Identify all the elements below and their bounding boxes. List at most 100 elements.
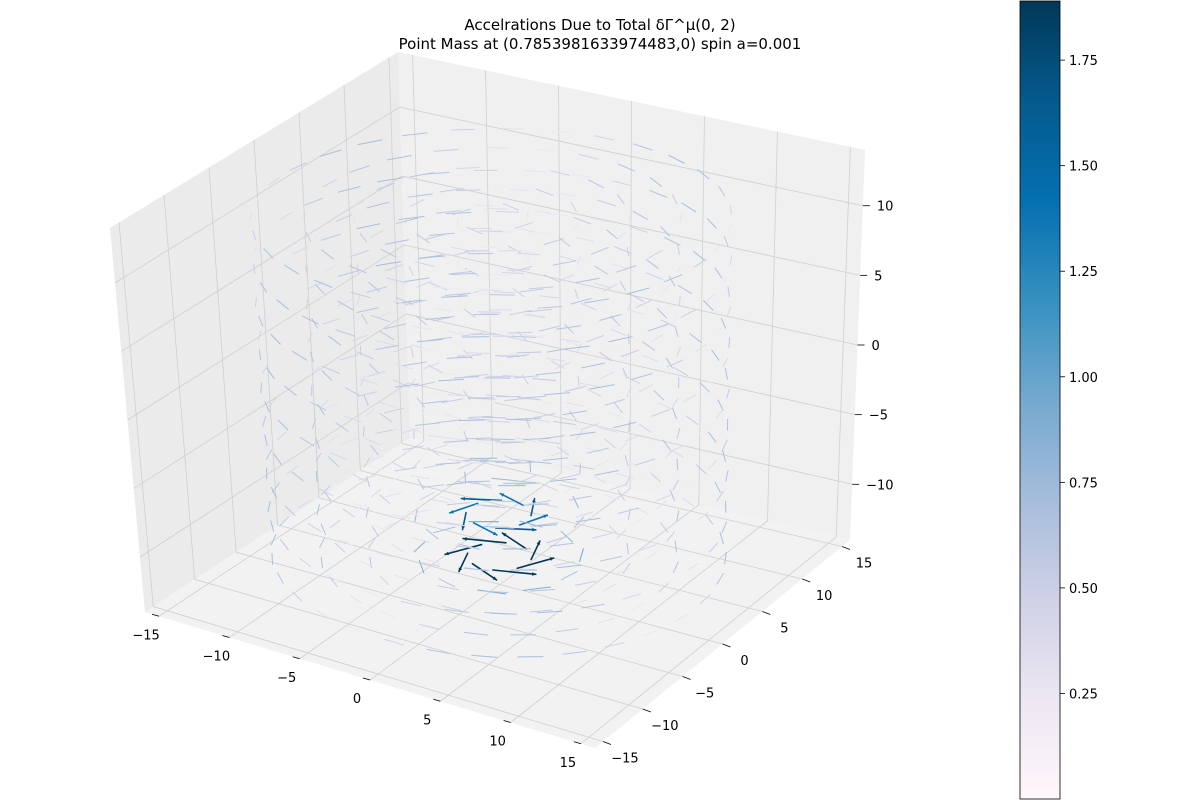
field-arrow <box>545 357 566 362</box>
field-arrow <box>471 562 498 581</box>
field-arrow <box>722 357 729 368</box>
field-arrow <box>674 540 678 553</box>
field-arrow <box>263 248 274 259</box>
field-arrow <box>553 421 576 426</box>
gridline-left-z <box>114 106 400 284</box>
tick-mark <box>362 677 371 681</box>
field-arrow <box>467 417 491 421</box>
field-arrow <box>536 148 556 152</box>
field-arrow <box>349 165 371 173</box>
field-arrow <box>346 625 362 633</box>
field-arrow <box>439 188 464 193</box>
field-arrow <box>642 341 656 351</box>
field-arrow <box>678 295 681 306</box>
field-arrow <box>423 463 445 469</box>
field-arrow <box>716 408 724 419</box>
field-arrow <box>668 275 676 287</box>
field-arrow <box>418 561 441 567</box>
field-arrow <box>262 228 271 236</box>
field-arrow <box>660 522 669 533</box>
field-arrow <box>517 397 541 401</box>
field-arrow <box>277 572 284 584</box>
field-arrow <box>339 383 352 391</box>
field-arrow <box>378 401 397 408</box>
field-arrow <box>441 605 462 612</box>
field-arrow <box>468 415 493 419</box>
field-arrow-head <box>461 496 465 501</box>
field-arrow <box>423 171 450 175</box>
field-arrow <box>571 173 591 178</box>
field-arrow-head <box>458 567 463 572</box>
gridline-left-z <box>139 382 409 558</box>
field-arrow <box>533 413 556 419</box>
field-arrow <box>316 504 320 516</box>
field-arrow <box>556 192 576 197</box>
field-arrow <box>635 458 655 466</box>
field-arrow <box>522 586 551 591</box>
field-arrow <box>417 410 428 418</box>
field-arrow <box>324 402 341 409</box>
field-arrow <box>503 397 528 402</box>
field-arrow <box>564 385 587 392</box>
field-arrow <box>538 325 560 332</box>
field-arrow <box>697 169 710 180</box>
field-arrow <box>573 516 585 528</box>
field-arrow <box>365 506 369 518</box>
field-arrow <box>597 199 616 207</box>
chart-title-line1: Accelrations Due to Total δΓ^μ(0, 2) <box>464 16 735 34</box>
field-arrow <box>375 344 399 351</box>
field-arrow <box>441 295 468 298</box>
field-arrow <box>342 508 356 518</box>
field-arrow <box>676 265 682 274</box>
z-tick-label: 0 <box>872 339 880 354</box>
field-arrow <box>415 422 440 426</box>
field-arrow <box>384 492 403 498</box>
field-arrow <box>664 237 681 246</box>
field-arrow <box>455 545 480 550</box>
field-arrow <box>395 217 418 225</box>
field-arrow <box>585 335 604 343</box>
field-arrow <box>328 349 339 356</box>
field-arrow <box>672 407 677 420</box>
field-arrow <box>376 311 392 319</box>
field-arrow <box>394 364 413 370</box>
field-arrow <box>471 292 491 295</box>
field-arrow <box>727 224 732 234</box>
field-arrow <box>486 273 507 276</box>
field-arrow <box>528 286 554 290</box>
field-arrow <box>614 319 624 328</box>
field-arrow <box>458 420 471 428</box>
field-arrow <box>384 264 404 272</box>
field-arrow <box>559 473 581 480</box>
field-arrow-head <box>532 527 536 532</box>
field-arrow <box>550 449 568 457</box>
field-arrow <box>289 162 307 171</box>
field-arrow <box>480 246 501 249</box>
field-arrow <box>479 289 502 292</box>
field-arrow <box>412 459 421 470</box>
field-arrow <box>628 213 631 222</box>
field-arrow <box>587 388 602 397</box>
field-arrow <box>435 462 461 465</box>
field-arrow <box>530 524 557 527</box>
field-arrow <box>642 355 659 362</box>
field-arrow <box>676 458 679 471</box>
field-arrow <box>360 589 377 596</box>
field-arrow <box>575 517 601 523</box>
field-arrow <box>368 455 385 462</box>
field-arrow <box>408 266 414 276</box>
field-arrow <box>367 370 386 378</box>
field-arrow <box>416 338 443 343</box>
field-arrow <box>524 387 535 395</box>
field-arrow <box>306 195 315 204</box>
field-arrow <box>581 362 605 369</box>
field-arrow <box>608 336 633 343</box>
field-arrow <box>444 608 470 613</box>
field-arrow <box>696 464 707 475</box>
field-arrow <box>402 427 421 434</box>
field-arrow <box>420 411 439 417</box>
field-arrow <box>254 297 257 308</box>
field-arrow <box>494 527 537 531</box>
field-arrow <box>404 216 408 225</box>
field-arrow <box>482 590 509 594</box>
